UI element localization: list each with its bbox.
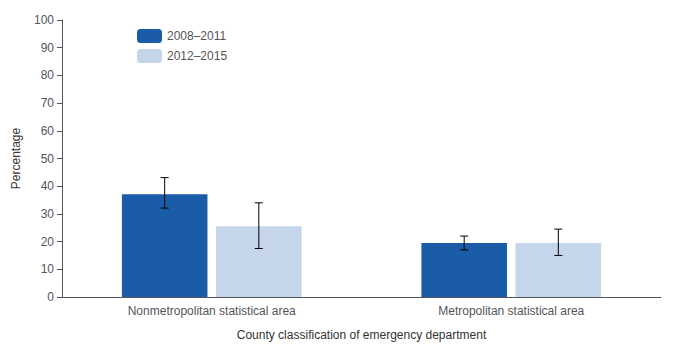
- svg-text:20: 20: [41, 235, 55, 249]
- svg-text:Nonmetropolitan statistical ar: Nonmetropolitan statistical area: [128, 304, 296, 318]
- svg-text:80: 80: [41, 68, 55, 82]
- svg-text:2012–2015: 2012–2015: [167, 49, 227, 63]
- svg-text:County classification of emerg: County classification of emergency depar…: [237, 328, 487, 342]
- svg-text:70: 70: [41, 96, 55, 110]
- svg-text:Metropolitan statistical area: Metropolitan statistical area: [438, 304, 584, 318]
- svg-text:60: 60: [41, 124, 55, 138]
- svg-text:0: 0: [47, 290, 54, 304]
- svg-text:30: 30: [41, 207, 55, 221]
- svg-text:2008–2011: 2008–2011: [167, 29, 227, 43]
- svg-text:90: 90: [41, 41, 55, 55]
- svg-text:10: 10: [41, 262, 55, 276]
- svg-text:100: 100: [34, 13, 54, 27]
- svg-text:50: 50: [41, 152, 55, 166]
- svg-text:40: 40: [41, 179, 55, 193]
- svg-text:Percentage: Percentage: [9, 127, 23, 189]
